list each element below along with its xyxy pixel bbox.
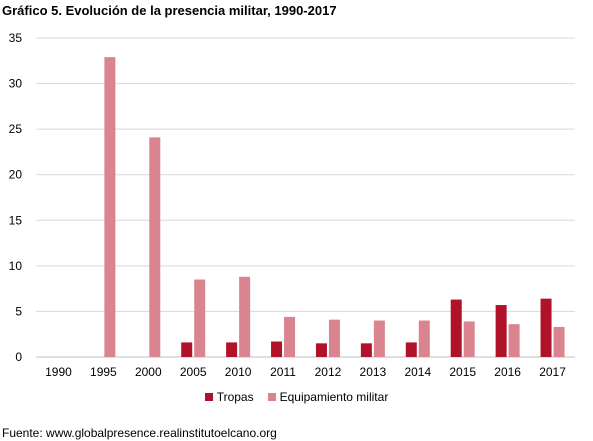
bar-tropas <box>181 342 193 357</box>
bar-equipamiento <box>239 276 251 357</box>
legend-label-tropas: Tropas <box>216 390 254 404</box>
x-tick-label: 2013 <box>360 365 387 379</box>
legend-swatch-equipamiento <box>267 393 276 401</box>
bar-equipamiento <box>553 326 565 357</box>
x-tick-label: 1990 <box>45 365 72 379</box>
chart-legend: Tropas Equipamiento militar <box>0 390 593 404</box>
x-tick-label: 1995 <box>90 365 117 379</box>
bar-equipamiento <box>284 316 296 357</box>
y-tick-label: 0 <box>15 350 22 364</box>
legend-label-equipamiento: Equipamiento militar <box>279 390 389 404</box>
bar-equipamiento <box>463 321 475 357</box>
bar-equipamiento <box>149 137 161 357</box>
x-tick-label: 2016 <box>494 365 521 379</box>
y-tick-label: 30 <box>9 77 23 91</box>
x-tick-label: 2012 <box>315 365 342 379</box>
bar-tropas <box>226 342 238 357</box>
bar-equipamiento <box>104 57 116 357</box>
bar-tropas <box>450 299 462 357</box>
x-tick-label: 2017 <box>539 365 566 379</box>
bar-tropas <box>271 341 283 357</box>
bar-tropas <box>405 342 417 357</box>
x-tick-label: 2015 <box>449 365 476 379</box>
bar-equipamiento <box>508 324 520 357</box>
x-tick-label: 2000 <box>135 365 162 379</box>
x-tick-label: 2010 <box>225 365 252 379</box>
legend-item-equipamiento: Equipamiento militar <box>267 390 389 404</box>
bar-tropas <box>360 343 372 357</box>
legend-swatch-tropas <box>204 393 213 401</box>
y-tick-label: 10 <box>9 259 23 273</box>
legend-item-tropas: Tropas <box>204 390 254 404</box>
y-tick-label: 20 <box>9 168 23 182</box>
bar-equipamiento <box>194 279 206 357</box>
bar-equipamiento <box>373 320 385 357</box>
y-tick-label: 5 <box>15 304 22 318</box>
x-tick-label: 2005 <box>180 365 207 379</box>
bar-tropas <box>495 305 507 357</box>
bar-equipamiento <box>328 319 340 357</box>
x-tick-label: 2011 <box>270 365 296 379</box>
x-tick-label: 2014 <box>404 365 431 379</box>
y-tick-label: 35 <box>9 31 23 45</box>
bar-equipamiento <box>418 320 430 357</box>
bar-chart: 0 5 10 15 20 25 30 35 1990 1995 2000 2005 2010 2011 20… <box>9 31 575 379</box>
bar-tropas <box>315 343 327 357</box>
y-tick-label: 15 <box>9 213 23 227</box>
source-note: Fuente: www.globalpresence.realinstituto… <box>2 426 277 440</box>
y-tick-label: 25 <box>9 122 23 136</box>
chart-title: Gráfico 5. Evolución de la presencia mil… <box>2 3 337 18</box>
bar-tropas <box>540 298 552 357</box>
